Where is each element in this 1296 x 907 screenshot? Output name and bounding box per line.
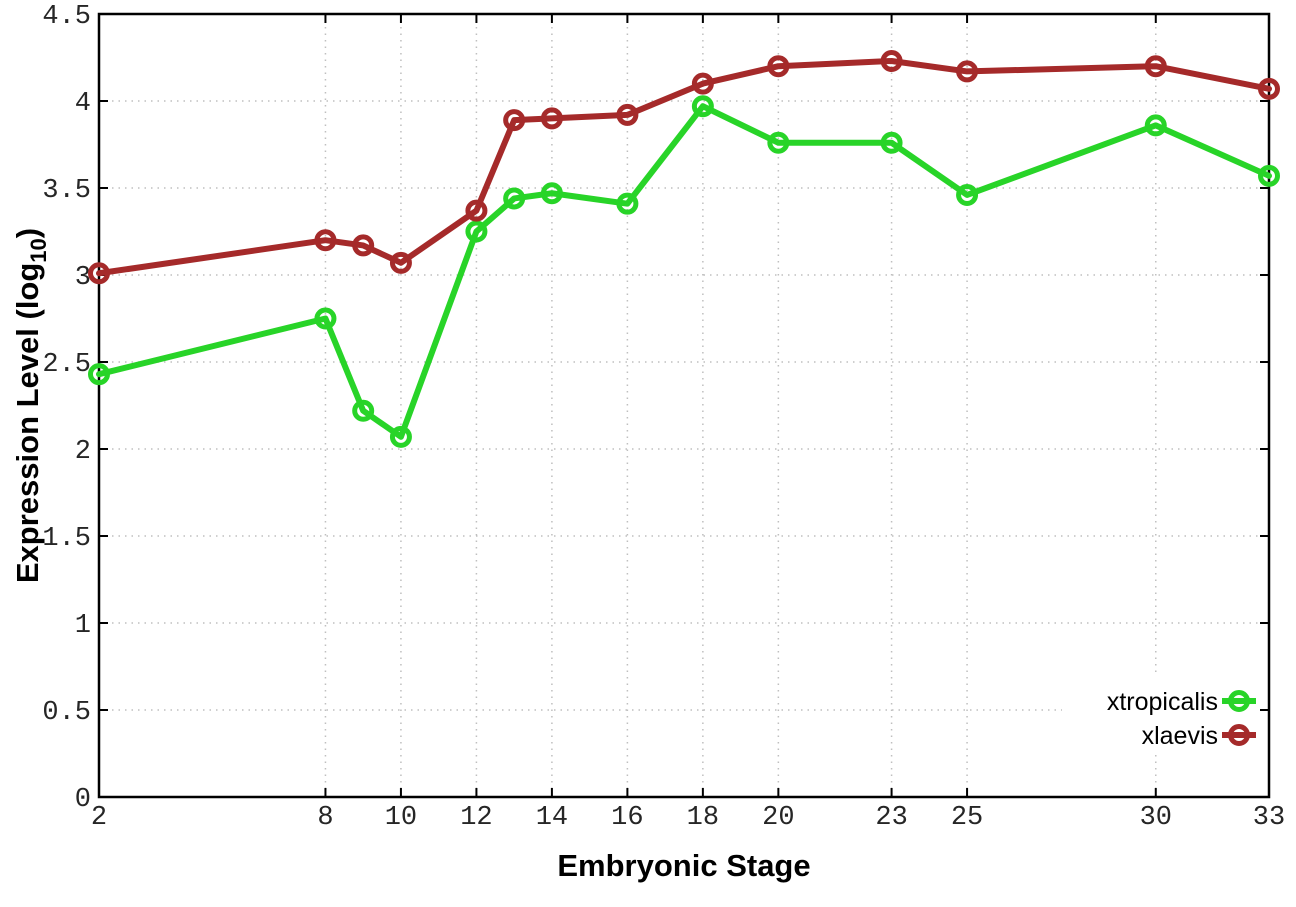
data-point-xtropicalis-stage-10 xyxy=(389,425,412,448)
y-tick-label: 4 xyxy=(75,89,91,119)
data-point-xlaevis-stage-10 xyxy=(389,251,412,274)
x-tick-label: 8 xyxy=(317,803,333,833)
x-tick-label: 2 xyxy=(91,803,107,833)
y-tick-label: 4.5 xyxy=(42,2,91,32)
x-tick-label: 23 xyxy=(875,803,907,833)
legend-label-xtropicalis: xtropicalis xyxy=(1107,688,1218,716)
series-xlaevis xyxy=(88,49,1280,285)
data-point-xtropicalis-stage-23 xyxy=(880,131,903,154)
x-tick-label: 18 xyxy=(687,803,719,833)
x-tick-label: 20 xyxy=(762,803,794,833)
data-point-xtropicalis-stage-14 xyxy=(540,182,563,205)
data-point-xlaevis-stage-33 xyxy=(1258,77,1280,100)
y-tick-label: 0 xyxy=(75,785,91,815)
data-point-xlaevis-stage-8 xyxy=(314,229,337,252)
x-axis-tick-labels: 2 8 10 12 14 16 18 20 23 25 30 33 xyxy=(91,803,1285,833)
y-tick-label: 2.5 xyxy=(42,350,91,380)
data-point-xtropicalis-stage-8 xyxy=(314,307,337,330)
data-point-xtropicalis-stage-16 xyxy=(616,192,639,215)
data-point-xtropicalis-stage-20 xyxy=(767,131,790,154)
legend-marker-xlaevis xyxy=(1228,724,1250,746)
data-point-xlaevis-stage-23 xyxy=(880,49,903,72)
data-point-xtropicalis-stage-18 xyxy=(691,95,714,118)
legend: xtropicalis xlaevis xyxy=(1107,688,1256,750)
data-point-xtropicalis-stage-30 xyxy=(1144,114,1167,137)
data-point-xlaevis-stage-25 xyxy=(956,60,979,83)
legend-label-xlaevis: xlaevis xyxy=(1142,722,1218,750)
data-point-xtropicalis-stage-9 xyxy=(352,399,375,422)
data-point-xlaevis-stage-30 xyxy=(1144,55,1167,78)
y-axis-title-subscript: 10 xyxy=(26,238,51,262)
x-tick-label: 25 xyxy=(951,803,983,833)
y-tick-label: 1 xyxy=(75,611,91,641)
x-tick-label: 33 xyxy=(1253,803,1285,833)
y-tick-label: 3.5 xyxy=(42,176,91,206)
x-tick-label: 10 xyxy=(385,803,417,833)
data-point-xlaevis-stage-2 xyxy=(88,262,110,285)
data-point-xtropicalis-stage-2 xyxy=(88,363,110,386)
data-point-xlaevis-stage-20 xyxy=(767,55,790,78)
data-point-xtropicalis-stage-13 xyxy=(503,187,526,210)
data-point-xlaevis-stage-13 xyxy=(503,109,526,132)
plot-border xyxy=(97,12,1271,799)
data-point-xtropicalis-stage-33 xyxy=(1258,164,1280,187)
data-point-xlaevis-stage-9 xyxy=(352,234,375,257)
y-axis-title-close: ) xyxy=(10,228,45,238)
x-tick-label: 16 xyxy=(611,803,643,833)
x-axis-title: Embryonic Stage xyxy=(557,848,810,883)
data-point-xlaevis-stage-12 xyxy=(465,199,488,222)
series-xtropicalis xyxy=(88,95,1280,448)
axis-ticks xyxy=(98,13,1270,798)
data-point-xlaevis-stage-16 xyxy=(616,103,639,126)
y-tick-label: 3 xyxy=(75,263,91,293)
data-point-xtropicalis-stage-12 xyxy=(465,220,488,243)
x-tick-label: 30 xyxy=(1140,803,1172,833)
y-axis-title-main: Expression Level (log xyxy=(10,263,45,583)
data-point-xlaevis-stage-18 xyxy=(691,72,714,95)
legend-marker-xtropicalis xyxy=(1228,690,1250,712)
x-tick-label: 12 xyxy=(460,803,492,833)
data-point-xlaevis-stage-14 xyxy=(540,107,563,130)
y-axis-tick-labels: 0 0.5 1 1.5 2 2.5 3 3.5 4 4.5 xyxy=(42,2,91,815)
gridlines xyxy=(99,14,1269,797)
y-tick-label: 2 xyxy=(75,437,91,467)
data-point-xtropicalis-stage-25 xyxy=(956,183,979,206)
y-tick-label: 1.5 xyxy=(42,524,91,554)
x-tick-label: 14 xyxy=(536,803,568,833)
y-axis-title: Expression Level (log10) xyxy=(10,228,51,583)
y-tick-label: 0.5 xyxy=(42,698,91,728)
